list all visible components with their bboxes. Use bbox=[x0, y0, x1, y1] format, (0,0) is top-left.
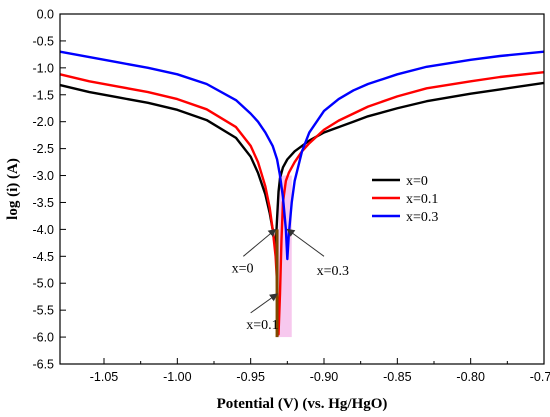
y-tick-label: -2.5 bbox=[32, 142, 54, 156]
series-line-1 bbox=[59, 70, 545, 336]
series-line-0 bbox=[59, 81, 545, 250]
x-tick-label: -0.85 bbox=[383, 370, 412, 384]
x-tick-label: -0.80 bbox=[456, 370, 485, 384]
x-tick-label: -1.00 bbox=[163, 370, 192, 384]
plot-frame bbox=[59, 13, 545, 365]
legend-label: x=0.3 bbox=[406, 210, 438, 225]
x-tick-label: -0.75 bbox=[530, 370, 550, 384]
y-tick-label: -1.5 bbox=[32, 88, 54, 102]
x-axis-label: Potential (V) (vs. Hg/HgO) bbox=[217, 396, 388, 412]
annotation-label: x=0 bbox=[232, 261, 254, 276]
y-tick-label: -2.0 bbox=[32, 115, 54, 129]
legend-label: x=0.1 bbox=[406, 192, 438, 207]
annotation-arrow bbox=[250, 293, 278, 314]
legend-label: x=0 bbox=[406, 174, 428, 189]
annotation-label: x=0.1 bbox=[246, 318, 278, 333]
annotation-arrow bbox=[243, 228, 277, 257]
y-axis-label: log (i) (A) bbox=[5, 158, 21, 220]
x-tick-label: -1.05 bbox=[90, 370, 119, 384]
y-tick-label: -6.0 bbox=[32, 331, 54, 345]
annotation-arrow bbox=[286, 228, 325, 257]
y-tick-label: -5.5 bbox=[32, 304, 54, 318]
y-tick-label: -0.5 bbox=[32, 34, 54, 48]
annotation-label: x=0.3 bbox=[317, 264, 349, 279]
y-tick-label: 0.0 bbox=[37, 8, 54, 22]
y-tick-label: -3.5 bbox=[32, 196, 54, 210]
y-tick-label: -1.0 bbox=[32, 61, 54, 75]
y-tick-label: -5.0 bbox=[32, 277, 54, 291]
y-tick-label: -3.0 bbox=[32, 169, 54, 183]
series-line-2 bbox=[59, 50, 545, 261]
y-tick-label: -4.0 bbox=[32, 223, 54, 237]
y-tick-label: -6.5 bbox=[32, 358, 54, 372]
x-tick-label: -0.95 bbox=[236, 370, 265, 384]
y-tick-label: -4.5 bbox=[32, 250, 54, 264]
x-tick-label: -0.90 bbox=[310, 370, 339, 384]
